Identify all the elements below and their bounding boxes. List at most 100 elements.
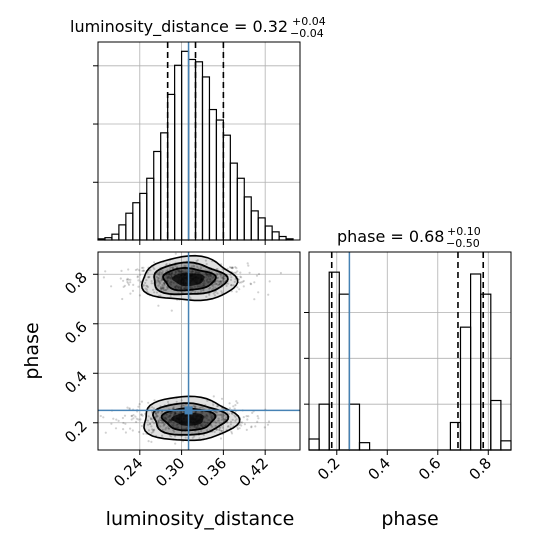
scatter-point: [227, 412, 231, 415]
scatter-point: [166, 277, 169, 280]
scatter-point: [209, 274, 212, 277]
scatter-point: [194, 410, 198, 413]
scatter-point: [174, 286, 177, 290]
scatter-point: [144, 287, 147, 290]
scatter-point: [164, 289, 167, 292]
histogram-bar: [111, 233, 120, 241]
scatter-point: [150, 417, 153, 420]
scatter-point: [164, 417, 167, 420]
scatter-point: [161, 410, 164, 413]
scatter-point: [193, 265, 196, 268]
contour-level: [171, 412, 204, 426]
scatter-point: [204, 272, 207, 275]
scatter-point: [124, 431, 127, 434]
scatter-point: [161, 285, 164, 288]
scatter-point: [166, 276, 170, 280]
scatter-point: [172, 281, 175, 284]
scatter-point: [242, 279, 245, 283]
scatter-point: [169, 277, 172, 280]
scatter-point: [218, 280, 221, 283]
scatter-point: [173, 430, 176, 433]
scatter-point: [170, 275, 173, 278]
scatter-point: [208, 293, 211, 297]
scatter-point: [153, 428, 156, 431]
scatter-point: [208, 280, 211, 283]
scatter-point: [255, 274, 259, 277]
scatter-point: [154, 412, 158, 415]
scatter-point: [205, 414, 208, 417]
scatter-point: [167, 420, 170, 423]
scatter-point: [194, 270, 197, 274]
x-axis-label-phase: phase: [381, 508, 438, 530]
scatter-point: [230, 266, 233, 269]
y-axis-label-phase: phase: [21, 322, 43, 379]
scatter-point: [176, 423, 179, 426]
scatter-point: [222, 275, 225, 278]
scatter-point: [222, 281, 225, 284]
scatter-point: [149, 422, 152, 425]
histogram-bar: [201, 76, 211, 241]
scatter-point: [198, 407, 201, 410]
scatter-point: [214, 283, 217, 286]
scatter-point: [155, 415, 158, 418]
scatter-point: [147, 276, 150, 279]
scatter-point: [168, 276, 171, 279]
scatter-point: [209, 275, 212, 278]
scatter-point: [123, 284, 126, 287]
scatter-point: [240, 281, 243, 284]
scatter-point: [206, 273, 209, 276]
scatter-point: [197, 424, 200, 427]
histogram-bar: [160, 132, 169, 241]
scatter-point: [253, 298, 256, 301]
scatter-point: [169, 418, 172, 422]
scatter-point: [230, 430, 233, 433]
scatter-point: [157, 304, 160, 307]
scatter-point: [135, 420, 138, 423]
scatter-point: [208, 419, 211, 422]
scatter-point: [183, 287, 186, 290]
scatter-point: [207, 277, 210, 280]
scatter-point: [207, 418, 210, 422]
scatter-point: [170, 273, 173, 276]
histogram-bar: [208, 108, 218, 241]
scatter-point: [202, 288, 205, 291]
scatter-point: [245, 415, 248, 418]
scatter-point: [210, 284, 213, 287]
histogram-bar: [153, 150, 162, 241]
scatter-point: [173, 285, 176, 288]
scatter-point: [216, 276, 219, 279]
scatter-point: [162, 421, 165, 424]
scatter-point: [178, 270, 181, 273]
scatter-point: [121, 416, 124, 420]
y-tick-label: 0.6: [61, 318, 91, 348]
scatter-point: [240, 424, 243, 427]
scatter-point: [147, 415, 150, 418]
scatter-point: [220, 280, 223, 283]
scatter-point: [159, 425, 162, 428]
scatter-point: [203, 282, 206, 285]
scatter-point: [234, 404, 237, 407]
scatter-point: [216, 411, 219, 414]
histogram-bar: [215, 119, 224, 241]
scatter-point: [137, 279, 140, 282]
scatter-point: [266, 423, 270, 426]
scatter-point: [205, 413, 208, 416]
scatter-point: [201, 411, 204, 414]
luminosity-title-upper: +0.04: [292, 15, 326, 28]
scatter-point: [240, 276, 243, 279]
scatter-point: [229, 423, 232, 426]
scatter-point: [189, 271, 192, 274]
scatter-point: [136, 268, 139, 271]
scatter-point: [168, 419, 171, 422]
scatter-point: [174, 252, 177, 255]
scatter-point: [179, 287, 183, 290]
scatter-point: [219, 437, 223, 440]
scatter-point: [161, 271, 164, 275]
scatter-point: [216, 419, 219, 422]
scatter-point: [176, 285, 180, 288]
scatter-point: [129, 292, 132, 295]
scatter-point: [180, 405, 183, 408]
scatter-point: [218, 413, 222, 416]
scatter-point: [172, 424, 175, 427]
scatter-point: [191, 286, 194, 289]
